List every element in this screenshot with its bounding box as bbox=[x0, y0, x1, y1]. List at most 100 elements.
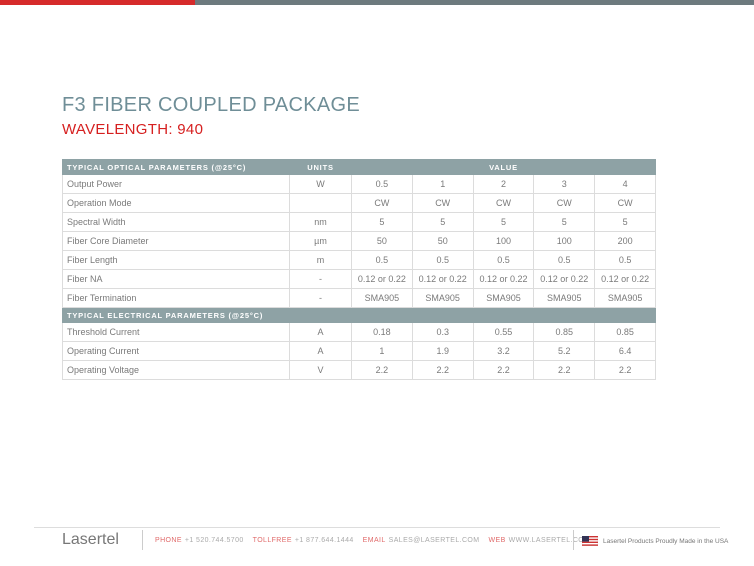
contact-value: +1 877.644.1444 bbox=[294, 537, 354, 544]
brand: Lasertel bbox=[62, 531, 119, 548]
unit bbox=[289, 193, 352, 213]
value: 0.5 bbox=[411, 250, 474, 270]
value: 3.2 bbox=[472, 341, 535, 361]
param-name: Fiber Length bbox=[62, 250, 290, 270]
contact-label: PHONE bbox=[155, 537, 182, 544]
value: 5 bbox=[351, 212, 413, 232]
subtitle: WAVELENGTH: 940 bbox=[62, 121, 204, 138]
unit: A bbox=[289, 322, 352, 342]
unit: nm bbox=[289, 212, 352, 232]
value: SMA905 bbox=[594, 288, 656, 308]
value: 1 bbox=[411, 174, 474, 194]
value: 0.85 bbox=[533, 322, 596, 342]
separator bbox=[573, 530, 574, 550]
value: 100 bbox=[533, 231, 596, 251]
us-flag bbox=[582, 536, 598, 546]
value: 5 bbox=[411, 212, 474, 232]
value: 0.18 bbox=[351, 322, 413, 342]
value: 0.12 or 0.22 bbox=[594, 269, 656, 289]
value: 0.5 bbox=[594, 250, 656, 270]
value: 0.5 bbox=[472, 250, 535, 270]
table-row: Operating Current A 1 1.9 3.2 5.2 6.4 bbox=[62, 341, 656, 361]
contact-value: SALES@LASERTEL.COM bbox=[388, 537, 480, 544]
table-row: Fiber Termination - SMA905 SMA905 SMA905 SMA9… bbox=[62, 288, 656, 308]
table-row: Operating Voltage V 2.2 2.2 2.2 2.2 2.2 bbox=[62, 360, 656, 380]
table-row: Output Power W 0.5 1 2 3 4 bbox=[62, 174, 656, 194]
param-name: Operating Voltage bbox=[62, 360, 290, 380]
unit: µm bbox=[289, 231, 352, 251]
value: 50 bbox=[411, 231, 474, 251]
param-name: Output Power bbox=[62, 174, 290, 194]
contact-label: EMAIL bbox=[362, 537, 386, 544]
section-title: TYPICAL OPTICAL PARAMETERS (@25°C) bbox=[62, 159, 290, 175]
footer-rule bbox=[34, 527, 720, 528]
separator bbox=[142, 530, 143, 550]
param-name: Threshold Current bbox=[62, 322, 290, 342]
unit: W bbox=[289, 174, 352, 194]
value: 0.5 bbox=[533, 250, 596, 270]
table-row: Spectral Width nm 5 5 5 5 5 bbox=[62, 212, 656, 232]
value: CW bbox=[411, 193, 474, 213]
value-header: VALUE bbox=[351, 159, 656, 175]
value: 5 bbox=[472, 212, 535, 232]
unit: V bbox=[289, 360, 352, 380]
units-header: UNITS bbox=[289, 159, 352, 175]
unit: A bbox=[289, 341, 352, 361]
value: SMA905 bbox=[351, 288, 413, 308]
value: 0.5 bbox=[351, 250, 413, 270]
unit: - bbox=[289, 269, 352, 289]
value: CW bbox=[533, 193, 596, 213]
value: 0.5 bbox=[351, 174, 413, 194]
value: 1.9 bbox=[411, 341, 474, 361]
value: 2 bbox=[472, 174, 535, 194]
param-name: Fiber Termination bbox=[62, 288, 290, 308]
value: 1 bbox=[351, 341, 413, 361]
section-header: TYPICAL ELECTRICAL PARAMETERS (@25°C) bbox=[62, 307, 656, 323]
param-name: Fiber Core Diameter bbox=[62, 231, 290, 251]
table-row: Threshold Current A 0.18 0.3 0.55 0.85 0.85 bbox=[62, 322, 656, 342]
param-name: Fiber NA bbox=[62, 269, 290, 289]
value: 5.2 bbox=[533, 341, 596, 361]
contact-label: WEB bbox=[488, 537, 506, 544]
contacts: PHONE +1 520.744.5700 TOLLFREE +1 877.644.1… bbox=[155, 537, 599, 544]
value: 5 bbox=[594, 212, 656, 232]
title: F3 FIBER COUPLED PACKAGE bbox=[62, 94, 361, 116]
contact-value: +1 520.744.5700 bbox=[184, 537, 244, 544]
value: 2.2 bbox=[594, 360, 656, 380]
spec-table: TYPICAL OPTICAL PARAMETERS (@25°C) UNITS V… bbox=[62, 159, 656, 380]
top-bar-accent bbox=[0, 0, 195, 5]
value: SMA905 bbox=[533, 288, 596, 308]
table-row: Fiber Length m 0.5 0.5 0.5 0.5 0.5 bbox=[62, 250, 656, 270]
value: 5 bbox=[533, 212, 596, 232]
contact-label: TOLLFREE bbox=[252, 537, 292, 544]
top-bar bbox=[0, 0, 754, 5]
value: 0.12 or 0.22 bbox=[411, 269, 474, 289]
unit: m bbox=[289, 250, 352, 270]
tagline: Lasertel Products Proudly Made in the US… bbox=[603, 538, 729, 545]
value: SMA905 bbox=[472, 288, 535, 308]
value: 0.12 or 0.22 bbox=[351, 269, 413, 289]
value: 0.12 or 0.22 bbox=[472, 269, 535, 289]
value: 50 bbox=[351, 231, 413, 251]
param-name: Operation Mode bbox=[62, 193, 290, 213]
unit: - bbox=[289, 288, 352, 308]
value: 0.85 bbox=[594, 322, 656, 342]
value: 0.3 bbox=[411, 322, 474, 342]
value: SMA905 bbox=[411, 288, 474, 308]
value: 4 bbox=[594, 174, 656, 194]
value: 3 bbox=[533, 174, 596, 194]
value: CW bbox=[472, 193, 535, 213]
value: 6.4 bbox=[594, 341, 656, 361]
value: 2.2 bbox=[411, 360, 474, 380]
value: CW bbox=[351, 193, 413, 213]
table-row: Operation Mode CW CW CW CW CW bbox=[62, 193, 656, 213]
table-row: Fiber Core Diameter µm 50 50 100 100 200 bbox=[62, 231, 656, 251]
param-name: Operating Current bbox=[62, 341, 290, 361]
value: 2.2 bbox=[351, 360, 413, 380]
section-title: TYPICAL ELECTRICAL PARAMETERS (@25°C) bbox=[62, 307, 656, 323]
value: 0.12 or 0.22 bbox=[533, 269, 596, 289]
value: 2.2 bbox=[533, 360, 596, 380]
value: CW bbox=[594, 193, 656, 213]
table-row: Fiber NA -0.12 or 0.22 0.12 or 0.22 0.12 or… bbox=[62, 269, 656, 289]
